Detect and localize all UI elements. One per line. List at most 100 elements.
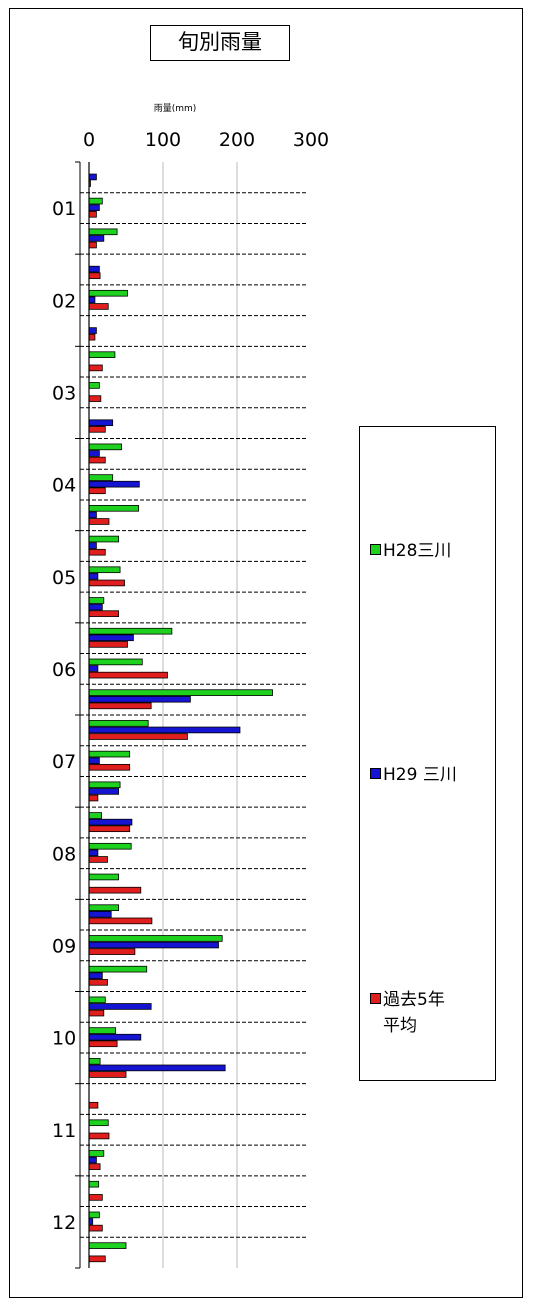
bar [88, 1194, 103, 1201]
bar [88, 634, 134, 642]
bar [88, 204, 100, 211]
y-tick-label: 04 [52, 475, 76, 497]
bar [88, 812, 102, 819]
bar [88, 941, 219, 949]
bar [88, 1064, 226, 1072]
y-tick-label: 08 [52, 843, 76, 865]
bar [88, 726, 241, 734]
bar [88, 333, 96, 341]
bar [88, 757, 100, 764]
bar [88, 733, 188, 740]
bar [88, 965, 148, 973]
bar [88, 886, 142, 894]
bar [88, 641, 128, 648]
x-tick-label: 100 [145, 129, 181, 151]
bar [88, 695, 191, 703]
x-axis-label: 雨量(mm) [153, 104, 197, 114]
bar [88, 671, 168, 679]
y-tick-label: 01 [52, 198, 76, 220]
legend-swatch-avg [370, 993, 381, 1004]
bar [88, 1150, 105, 1157]
chart-title: 旬別雨量 [150, 25, 290, 61]
bar [88, 979, 108, 986]
y-tick-label: 05 [52, 567, 76, 589]
bar [88, 972, 103, 980]
bar [88, 856, 108, 863]
bar [88, 702, 152, 710]
bar [88, 450, 100, 457]
bar [88, 364, 103, 372]
bar [88, 1163, 101, 1170]
bar [88, 1101, 99, 1109]
bar [88, 173, 97, 181]
bar [88, 750, 131, 758]
y-tick-label: 03 [52, 382, 76, 404]
bar [88, 197, 103, 205]
bar [88, 1132, 110, 1140]
y-tick-label: 10 [52, 1028, 76, 1050]
bar [88, 1242, 127, 1249]
bar [88, 720, 149, 727]
y-tick-label: 12 [52, 1212, 76, 1234]
bar [88, 474, 114, 481]
legend-label-h28: H28三川 [383, 541, 452, 561]
bar [88, 228, 118, 236]
bar [88, 1003, 152, 1010]
bar [88, 917, 153, 925]
legend: H28三川 H29 三川 過去5年 平均 [359, 426, 496, 1081]
y-tick-label: 06 [52, 659, 76, 681]
x-tick-label: 300 [293, 129, 329, 151]
x-tick-label: 200 [219, 129, 255, 151]
bar [88, 825, 131, 833]
legend-swatch-h28 [370, 544, 381, 555]
bar [88, 935, 223, 942]
bar [88, 241, 97, 249]
x-tick-label: 0 [83, 129, 95, 151]
bar [88, 272, 101, 280]
legend-label-h29: H29 三川 [383, 765, 457, 785]
bar [88, 1224, 103, 1232]
bar [88, 351, 116, 358]
bar [88, 573, 99, 580]
y-tick-label: 02 [52, 290, 76, 312]
bar [88, 1180, 100, 1188]
bar [88, 289, 128, 297]
legend-item-h29: H29 三川 [370, 736, 457, 788]
bar [88, 1058, 101, 1065]
bar [88, 788, 120, 795]
bar [88, 1033, 142, 1041]
bar [88, 1071, 127, 1078]
bar [88, 1119, 109, 1127]
bar [88, 327, 97, 334]
y-tick-label: 11 [52, 1120, 76, 1142]
bar [88, 873, 120, 881]
bar [88, 518, 110, 525]
bar [88, 763, 131, 771]
bar [88, 542, 97, 549]
bar [88, 904, 120, 911]
bar [88, 1211, 100, 1219]
bar [88, 948, 136, 955]
bar [88, 794, 99, 802]
bar [88, 818, 133, 826]
bar [88, 487, 106, 495]
bar [88, 480, 140, 488]
bar [88, 265, 100, 273]
bar [88, 603, 103, 611]
y-tick-label: 09 [52, 935, 76, 957]
bar [88, 505, 139, 512]
bar [88, 296, 96, 304]
bar [88, 426, 106, 433]
bar [88, 1027, 117, 1034]
bar [88, 842, 132, 850]
bar [88, 382, 100, 389]
bar [88, 1156, 97, 1164]
bar [88, 579, 125, 587]
bar [88, 210, 97, 218]
y-tick-label: 07 [52, 751, 76, 773]
legend-item-avg: 過去5年 平均 [370, 961, 445, 1039]
bar [88, 1255, 106, 1263]
bar [88, 781, 121, 789]
bar [88, 548, 106, 556]
